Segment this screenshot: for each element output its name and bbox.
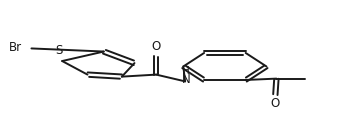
Text: S: S	[55, 44, 62, 57]
Text: O: O	[271, 97, 280, 109]
Text: O: O	[152, 40, 161, 53]
Text: H: H	[182, 66, 190, 76]
Text: Br: Br	[9, 41, 23, 54]
Text: N: N	[182, 73, 191, 86]
